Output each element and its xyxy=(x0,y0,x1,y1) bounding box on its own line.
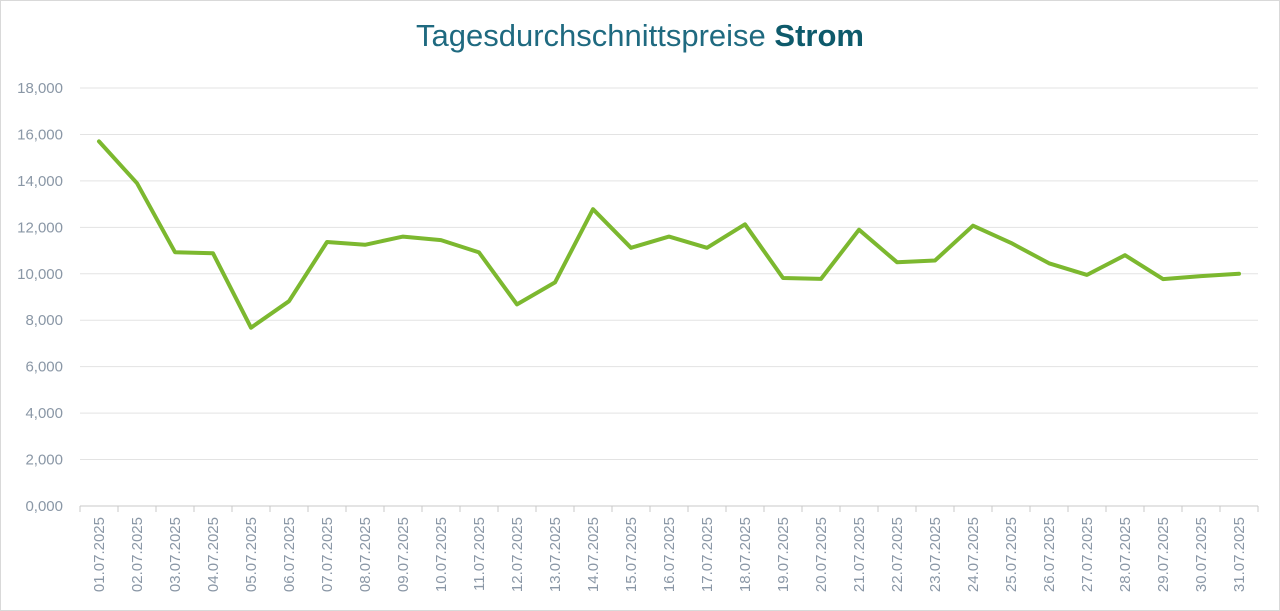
x-tick-label: 15.07.2025 xyxy=(623,517,640,592)
x-tick-label: 28.07.2025 xyxy=(1117,517,1134,592)
x-tick-label: 13.07.2025 xyxy=(547,517,564,592)
chart-title-emphasis: Strom xyxy=(774,18,864,53)
y-tick-label: 0,000 xyxy=(25,498,63,515)
x-axis: 01.07.2025 02.07.2025 03.07.2025 04.07.2025… xyxy=(79,506,1259,592)
x-tick-label: 10.07.2025 xyxy=(433,517,450,592)
x-tick-label: 09.07.2025 xyxy=(395,517,412,592)
x-tick-label: 25.07.2025 xyxy=(1003,517,1020,592)
gridlines xyxy=(80,87,1258,507)
y-tick-label: 10,000 xyxy=(17,266,63,283)
x-tick-label: 19.07.2025 xyxy=(775,517,792,592)
y-tick-label: 6,000 xyxy=(25,359,63,376)
x-tick-label: 12.07.2025 xyxy=(509,517,526,592)
y-tick-label: 16,000 xyxy=(17,126,63,143)
series-line xyxy=(97,139,1241,330)
x-tick-label: 14.07.2025 xyxy=(585,517,602,592)
x-tick-label: 21.07.2025 xyxy=(851,517,868,592)
x-tick-label: 23.07.2025 xyxy=(927,517,944,592)
x-tick-label: 27.07.2025 xyxy=(1079,517,1096,592)
x-tick-label: 26.07.2025 xyxy=(1041,517,1058,592)
x-tick-label: 22.07.2025 xyxy=(889,517,906,592)
x-tick-label: 03.07.2025 xyxy=(167,517,184,592)
x-tick-label: 05.07.2025 xyxy=(243,517,260,592)
x-tick-label: 11.07.2025 xyxy=(471,517,488,591)
plot-area xyxy=(97,139,1241,330)
x-tick-label: 18.07.2025 xyxy=(737,517,754,592)
y-tick-label: 2,000 xyxy=(25,452,63,469)
y-tick-label: 12,000 xyxy=(17,219,63,236)
x-tick-label: 08.07.2025 xyxy=(357,517,374,592)
x-tick-label: 07.07.2025 xyxy=(319,517,336,592)
x-tick-label: 02.07.2025 xyxy=(129,517,146,592)
chart-title: Tagesdurchschnittspreise Strom xyxy=(0,18,1280,54)
y-tick-label: 4,000 xyxy=(25,405,63,422)
y-axis: 0,000 2,000 4,000 6,000 8,000 10,000 12,000 14,… xyxy=(17,80,63,515)
x-tick-label: 29.07.2025 xyxy=(1155,517,1172,592)
x-tick-label: 30.07.2025 xyxy=(1193,517,1210,592)
chart-title-text: Tagesdurchschnittspreise xyxy=(416,18,766,53)
x-tick-label: 24.07.2025 xyxy=(965,517,982,592)
x-tick-label: 16.07.2025 xyxy=(661,517,678,592)
y-tick-label: 8,000 xyxy=(25,312,63,329)
x-tick-label: 17.07.2025 xyxy=(699,517,716,592)
x-tick-label: 31.07.2025 xyxy=(1231,517,1248,592)
x-tick-label: 20.07.2025 xyxy=(813,517,830,592)
y-tick-label: 14,000 xyxy=(17,173,63,190)
y-tick-label: 18,000 xyxy=(17,80,63,97)
x-tick-label: 06.07.2025 xyxy=(281,517,298,592)
x-tick-label: 04.07.2025 xyxy=(205,517,222,592)
x-tick-label: 01.07.2025 xyxy=(91,517,108,592)
